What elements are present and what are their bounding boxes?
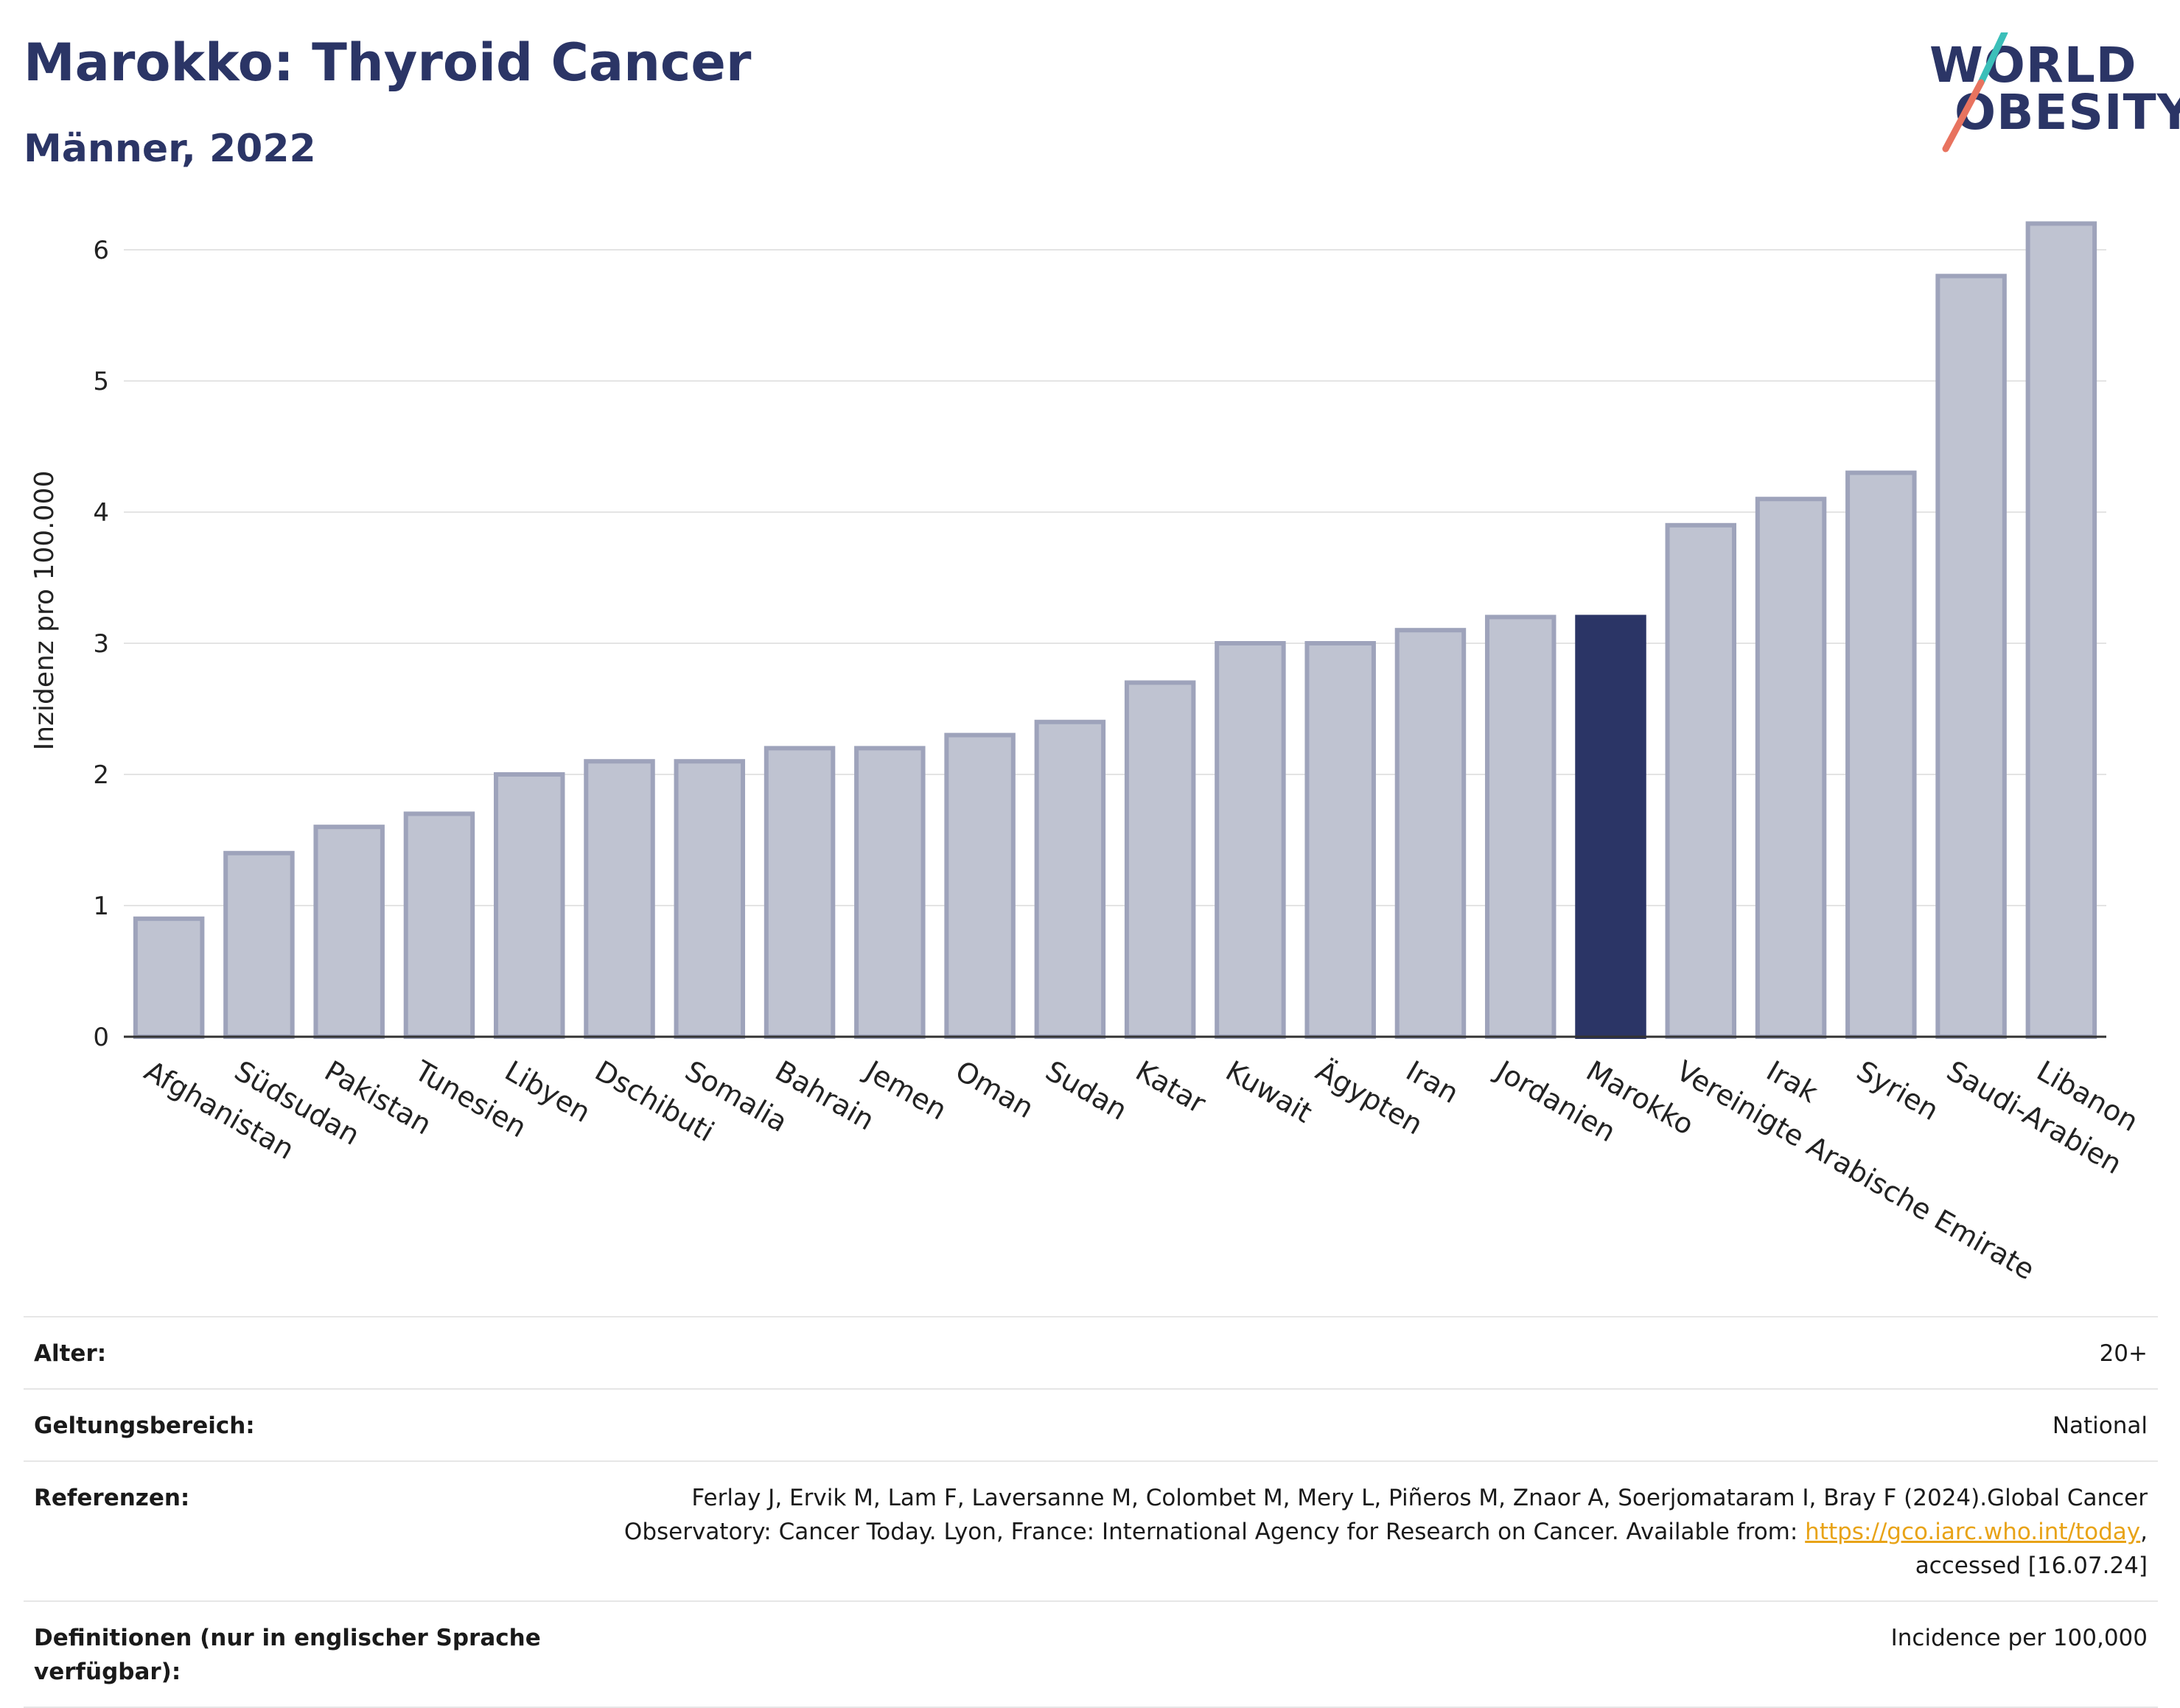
bar-somalia[interactable] — [674, 759, 746, 1039]
y-tick-label: 3 — [93, 629, 109, 659]
scope-value: National — [2052, 1413, 2148, 1439]
bar-bahrain[interactable] — [764, 746, 836, 1040]
bar-sudan[interactable] — [1034, 719, 1106, 1039]
bar-saudi-arabien[interactable] — [1935, 273, 2007, 1040]
meta-row-scope: Geltungsbereich: National — [24, 1388, 2158, 1460]
x-tick-label: Katar — [1131, 1054, 1212, 1120]
references-label: Referenzen: — [34, 1485, 190, 1511]
bar-irak[interactable] — [1755, 497, 1827, 1039]
bar-syrien[interactable] — [1845, 470, 1917, 1040]
page-subtitle: Männer, 2022 — [24, 127, 316, 171]
age-label: Alter: — [34, 1340, 107, 1367]
age-value: 20+ — [2099, 1340, 2148, 1367]
bar-marokko[interactable] — [1575, 615, 1646, 1039]
bar-chart: 0 1 2 3 4 5 6 Inzidenz pro 100.000 Afghanistan… — [29, 221, 2144, 1287]
references-text: Ferlay J, Ervik M, Lam F, Laversanne M, … — [623, 1485, 2148, 1545]
bar-katar[interactable] — [1124, 680, 1196, 1040]
y-tick-label: 2 — [93, 760, 109, 790]
bar-ägypten[interactable] — [1304, 641, 1376, 1039]
y-tick-labels: 0 1 2 3 4 5 6 — [93, 236, 109, 1052]
references-accessed: , accessed [16.07.24] — [1915, 1519, 2148, 1579]
x-tick-label: Sudan — [1040, 1054, 1133, 1127]
definitions-value: Incidence per 100,000 — [1890, 1625, 2148, 1651]
references-value: Ferlay J, Ervik M, Lam F, Laversanne M, … — [600, 1481, 2148, 1583]
bar-libanon[interactable] — [2025, 221, 2097, 1039]
meta-row-age: Alter: 20+ — [24, 1316, 2158, 1388]
x-tick-label: Syrien — [1851, 1054, 1944, 1127]
x-tick-label: Oman — [950, 1054, 1039, 1124]
bar-jemen[interactable] — [854, 746, 926, 1040]
y-tick-label: 0 — [93, 1023, 109, 1052]
y-tick-label: 4 — [93, 498, 109, 528]
x-tick-label: Kuwait — [1220, 1054, 1318, 1130]
bar-vereinigte-arabische-emirate[interactable] — [1665, 522, 1737, 1039]
x-tick-label: Iran — [1400, 1054, 1464, 1110]
y-axis-label: Inzidenz pro 100.000 — [29, 471, 60, 751]
references-link[interactable]: https://gco.iarc.who.int/today — [1805, 1519, 2141, 1545]
scope-label: Geltungsbereich: — [34, 1413, 255, 1439]
page-title: Marokko: Thyroid Cancer — [24, 32, 752, 93]
bar-libyen[interactable] — [493, 772, 565, 1039]
x-tick-label: Irak — [1761, 1054, 1823, 1109]
y-tick-label: 1 — [93, 892, 109, 921]
meta-row-references: Referenzen: Ferlay J, Ervik M, Lam F, La… — [24, 1460, 2158, 1600]
bar-iran[interactable] — [1394, 628, 1467, 1039]
meta-row-definitions: Definitionen (nur in englischer Sprache … — [24, 1600, 2158, 1708]
bar-tunesien[interactable] — [403, 811, 475, 1040]
world-obesity-logo[interactable]: WORLD OBESITY — [1924, 32, 2180, 158]
y-tick-label: 6 — [93, 236, 109, 265]
logo-word-world: WORLD — [1929, 37, 2137, 94]
bar-jordanien[interactable] — [1484, 615, 1557, 1039]
bar-südsudan[interactable] — [223, 850, 295, 1039]
bar-afghanistan[interactable] — [133, 916, 205, 1039]
bar-oman[interactable] — [944, 732, 1016, 1039]
bar-pakistan[interactable] — [313, 825, 385, 1039]
x-tick-label: Bahrain — [770, 1054, 880, 1137]
x-tick-labels: AfghanistanSüdsudanPakistanTunesienLibye… — [139, 1054, 2144, 1287]
logo-word-obesity: OBESITY — [1954, 84, 2180, 141]
logo-slash-icon — [1942, 32, 2008, 153]
bar-kuwait[interactable] — [1215, 641, 1286, 1039]
bars — [133, 221, 2097, 1040]
definitions-label: Definitionen (nur in englischer Sprache … — [34, 1625, 541, 1685]
y-tick-label: 5 — [93, 367, 109, 396]
bar-dschibuti[interactable] — [584, 759, 655, 1039]
metadata-table: Alter: 20+ Geltungsbereich: National Ref… — [24, 1316, 2158, 1708]
